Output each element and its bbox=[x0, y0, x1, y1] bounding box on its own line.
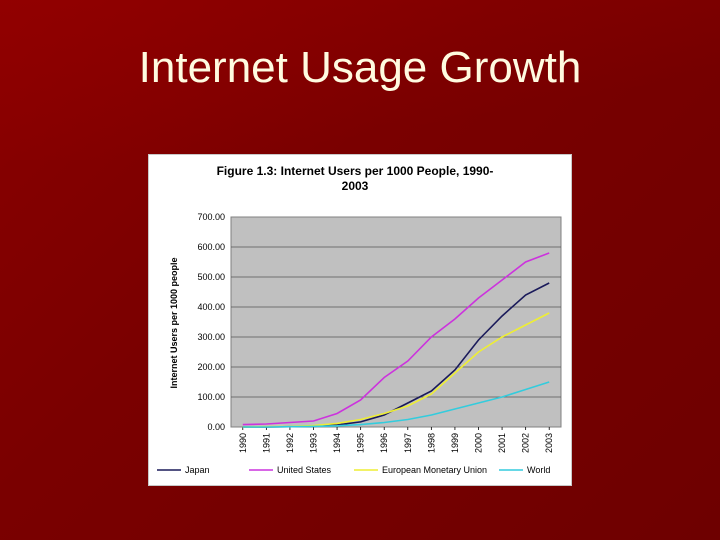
legend-item-japan: Japan bbox=[157, 465, 210, 475]
x-tick-label: 2001 bbox=[497, 433, 507, 453]
x-tick-label: 1990 bbox=[238, 433, 248, 453]
y-tick-label: 400.00 bbox=[197, 302, 225, 312]
chart-title-line2: 2003 bbox=[342, 179, 369, 193]
y-tick-label: 100.00 bbox=[197, 392, 225, 402]
x-tick-label: 1999 bbox=[450, 433, 460, 453]
legend-label: Japan bbox=[185, 465, 210, 475]
y-tick-label: 600.00 bbox=[197, 242, 225, 252]
series-line-world bbox=[242, 381, 550, 428]
legend-item-european-monetary-union: European Monetary Union bbox=[354, 465, 487, 475]
legend-label: European Monetary Union bbox=[382, 465, 487, 475]
x-tick-label: 1998 bbox=[426, 433, 436, 453]
legend-item-world: World bbox=[499, 465, 550, 475]
x-tick-label: 1995 bbox=[356, 433, 366, 453]
legend: Japan United States European Monetary Unio… bbox=[157, 465, 550, 475]
chart-title-line1: Figure 1.3: Internet Users per 1000 Peop… bbox=[217, 164, 494, 178]
y-axis-label: Internet Users per 1000 people bbox=[169, 257, 179, 388]
legend-item-united-states: United States bbox=[249, 465, 332, 475]
x-tick-label: 1996 bbox=[379, 433, 389, 453]
y-tick-label: 700.00 bbox=[197, 212, 225, 222]
x-tick-label: 2003 bbox=[544, 433, 554, 453]
x-tick-label: 1997 bbox=[403, 433, 413, 453]
plot-area: 0.00 100.00 200.00 300.00 400.00 500.00 600.00… bbox=[197, 212, 562, 453]
slide-title: Internet Usage Growth bbox=[138, 43, 582, 92]
x-tick-label: 1992 bbox=[285, 433, 295, 453]
legend-label: World bbox=[527, 465, 550, 475]
x-tick-label: 1994 bbox=[332, 433, 342, 453]
line-chart: Figure 1.3: Internet Users per 1000 Peop… bbox=[157, 164, 562, 475]
y-tick-label: 500.00 bbox=[197, 272, 225, 282]
x-tick-label: 1991 bbox=[261, 433, 271, 453]
chart-container: Figure 1.3: Internet Users per 1000 Peop… bbox=[148, 154, 572, 486]
y-tick-label: 300.00 bbox=[197, 332, 225, 342]
legend-label: United States bbox=[277, 465, 332, 475]
series-line-united-states bbox=[242, 252, 550, 426]
y-tick-label: 200.00 bbox=[197, 362, 225, 372]
x-tick-label: 1993 bbox=[309, 433, 319, 453]
plot-background bbox=[230, 216, 562, 428]
x-tick-label: 2000 bbox=[474, 433, 484, 453]
y-tick-label: 0.00 bbox=[207, 422, 225, 432]
background-band bbox=[0, 0, 720, 160]
x-tick-label: 2002 bbox=[521, 433, 531, 453]
